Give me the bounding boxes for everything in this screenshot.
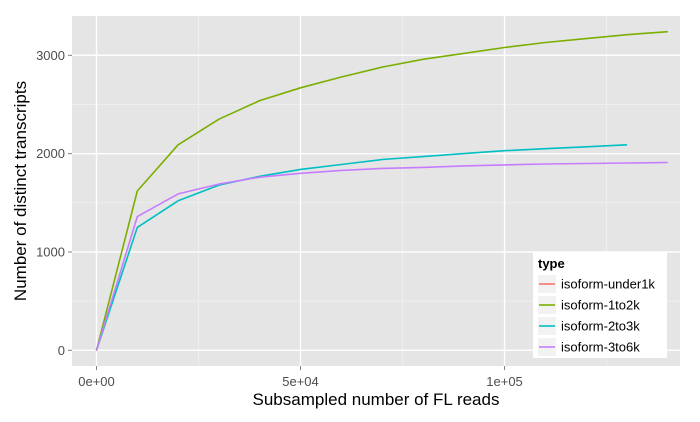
x-axis-ticks: 0e+00 5e+04 1e+05: [78, 366, 523, 389]
series-line-isoform-3to6k: [95, 161, 668, 351]
y-tick-label: 3000: [36, 48, 65, 63]
legend-title: type: [538, 256, 565, 271]
x-tick-label: 1e+05: [486, 374, 523, 389]
series-lines: [95, 30, 668, 352]
x-tick-label: 0e+00: [78, 374, 115, 389]
legend-label: isoform-under1k: [561, 277, 655, 292]
series-line-isoform-1to2k: [95, 30, 668, 351]
legend-items: isoform-under1k isoform-1to2k isoform-2to3…: [538, 275, 655, 356]
y-tick-label: 1000: [36, 244, 65, 259]
minor-gridlines: [72, 16, 680, 366]
series-line-isoform-2to3k: [95, 144, 628, 351]
y-tick-label: 0: [58, 343, 65, 358]
legend-label: isoform-1to2k: [561, 298, 640, 313]
x-tick-label: 5e+04: [282, 374, 319, 389]
y-axis-ticks: 0 1000 2000 3000: [36, 48, 72, 358]
legend: type isoform-under1kisoform-1to2kisoform…: [533, 252, 667, 358]
y-axis-label: Number of distinct transcripts: [11, 81, 30, 301]
legend-label: isoform-2to3k: [561, 319, 640, 334]
y-tick-label: 2000: [36, 146, 65, 161]
legend-label: isoform-3to6k: [561, 340, 640, 355]
x-axis-label: Subsampled number of FL reads: [253, 390, 500, 409]
